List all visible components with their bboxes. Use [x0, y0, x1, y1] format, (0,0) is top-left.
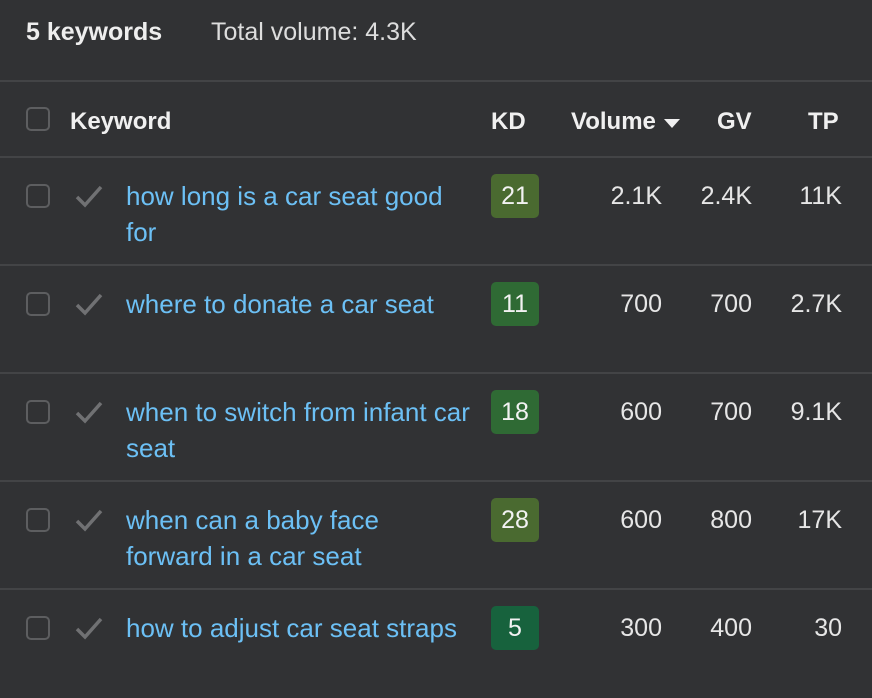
checkmark-icon: [75, 185, 103, 208]
kd-badge: 28: [491, 498, 539, 542]
checkmark-icon: [75, 617, 103, 640]
total-volume: Total volume: 4.3K: [211, 18, 417, 46]
tp-value: 11K: [799, 182, 842, 210]
checkmark-icon: [75, 401, 103, 424]
caret-down-icon: [663, 118, 680, 128]
table-row: when can a baby face forward in a car se…: [0, 482, 872, 590]
column-volume[interactable]: Volume: [571, 108, 680, 136]
gv-value: 700: [710, 398, 752, 426]
table-row: where to donate a car seat 11 700 700 2.…: [0, 266, 872, 374]
kd-badge: 21: [491, 174, 539, 218]
checkmark-icon: [75, 293, 103, 316]
table-row: how long is a car seat good for 21 2.1K …: [0, 158, 872, 266]
tp-value: 30: [814, 614, 842, 642]
table-row: how to adjust car seat straps 5 300 400 …: [0, 590, 872, 698]
keyword-link[interactable]: where to donate a car seat: [126, 289, 434, 319]
keyword-link[interactable]: when can a baby face forward in a car se…: [126, 505, 379, 571]
volume-value: 300: [620, 614, 662, 642]
volume-value: 700: [620, 290, 662, 318]
volume-value: 600: [620, 398, 662, 426]
gv-value: 2.4K: [700, 182, 752, 210]
keyword-link[interactable]: how long is a car seat good for: [126, 181, 443, 247]
column-kd[interactable]: KD: [491, 108, 526, 135]
table-header: Keyword KD Volume GV TP: [0, 82, 872, 158]
row-checkbox[interactable]: [26, 400, 50, 424]
kd-badge: 11: [491, 282, 539, 326]
row-checkbox[interactable]: [26, 292, 50, 316]
gv-value: 700: [710, 290, 752, 318]
column-tp[interactable]: TP: [808, 108, 839, 135]
tp-value: 2.7K: [790, 290, 842, 318]
table-row: when to switch from infant car seat 18 6…: [0, 374, 872, 482]
kd-badge: 18: [491, 390, 539, 434]
tp-value: 9.1K: [790, 398, 842, 426]
gv-value: 800: [710, 506, 752, 534]
summary-bar: 5 keywords Total volume: 4.3K: [0, 0, 872, 82]
row-checkbox[interactable]: [26, 184, 50, 208]
column-keyword[interactable]: Keyword: [70, 108, 172, 135]
volume-value: 600: [620, 506, 662, 534]
keyword-link[interactable]: how to adjust car seat straps: [126, 613, 457, 643]
kd-badge: 5: [491, 606, 539, 650]
row-checkbox[interactable]: [26, 508, 50, 532]
keyword-link[interactable]: when to switch from infant car seat: [126, 397, 470, 463]
column-gv[interactable]: GV: [717, 108, 752, 135]
volume-value: 2.1K: [610, 182, 662, 210]
checkmark-icon: [75, 509, 103, 532]
select-all-checkbox[interactable]: [26, 107, 50, 131]
gv-value: 400: [710, 614, 752, 642]
tp-value: 17K: [797, 506, 842, 534]
keyword-count: 5 keywords: [26, 18, 163, 46]
column-volume-label: Volume: [571, 108, 656, 135]
row-checkbox[interactable]: [26, 616, 50, 640]
